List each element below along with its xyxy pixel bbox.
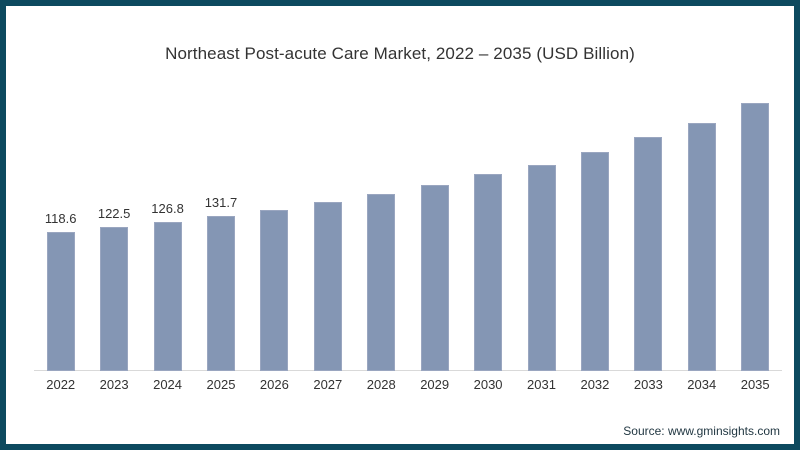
bar-column-2024: 126.8 2024 [141, 77, 194, 395]
bar-column-2034: 2034 [675, 77, 728, 395]
bar-label-2023: 122.5 [97, 206, 131, 221]
x-tick-2034: 2034 [687, 377, 717, 392]
bar-label-2025: 131.7 [204, 195, 238, 210]
bar-column-2033: 2033 [622, 77, 675, 395]
bar-column-2035: 2035 [728, 77, 781, 395]
x-tick-2024: 2024 [153, 377, 183, 392]
bar-chart: 118.6 2022 122.5 2023 126.8 2024 131.7 2025 2026… [34, 77, 782, 395]
bar-2026 [260, 210, 289, 371]
bar-2022 [46, 232, 75, 371]
bar-column-2029: 2029 [408, 77, 461, 395]
x-tick-2032: 2032 [580, 377, 610, 392]
chart-title: Northeast Post-acute Care Market, 2022 –… [165, 44, 635, 63]
bar-column-2027: 2027 [301, 77, 354, 395]
x-tick-2022: 2022 [46, 377, 76, 392]
bar-columns: 118.6 2022 122.5 2023 126.8 2024 131.7 2025 2026… [34, 77, 782, 395]
x-tick-2023: 2023 [99, 377, 129, 392]
bar-column-2022: 118.6 2022 [34, 77, 87, 395]
bar-2025 [206, 216, 235, 371]
x-tick-2027: 2027 [313, 377, 343, 392]
bar-2035 [741, 103, 770, 371]
bar-2030 [474, 174, 503, 371]
bar-label-2024: 126.8 [151, 201, 184, 216]
bar-2032 [580, 152, 609, 371]
x-tick-2026: 2026 [259, 377, 289, 392]
bar-column-2030: 2030 [461, 77, 514, 395]
bar-2029 [420, 185, 449, 371]
x-tick-2033: 2033 [633, 377, 663, 392]
x-tick-2035: 2035 [740, 377, 770, 392]
bar-label-2022: 118.6 [44, 211, 77, 226]
bar-2027 [313, 202, 342, 371]
source-credit: Source: www.gminsights.com [623, 424, 780, 438]
x-tick-2028: 2028 [366, 377, 396, 392]
bar-column-2031: 2031 [515, 77, 568, 395]
bar-2028 [367, 194, 396, 371]
bar-column-2023: 122.5 2023 [87, 77, 140, 395]
bar-2034 [687, 123, 716, 371]
bar-2033 [634, 137, 663, 371]
bar-2024 [153, 222, 182, 371]
x-tick-2030: 2030 [473, 377, 503, 392]
x-tick-2025: 2025 [206, 377, 236, 392]
x-axis-line [34, 370, 782, 371]
bar-column-2026: 2026 [248, 77, 301, 395]
bar-column-2028: 2028 [355, 77, 408, 395]
x-tick-2031: 2031 [527, 377, 556, 392]
bar-2031 [527, 165, 556, 371]
x-tick-2029: 2029 [420, 377, 450, 392]
bar-2023 [100, 227, 129, 371]
bar-column-2025: 131.7 2025 [194, 77, 247, 395]
bar-column-2032: 2032 [568, 77, 621, 395]
